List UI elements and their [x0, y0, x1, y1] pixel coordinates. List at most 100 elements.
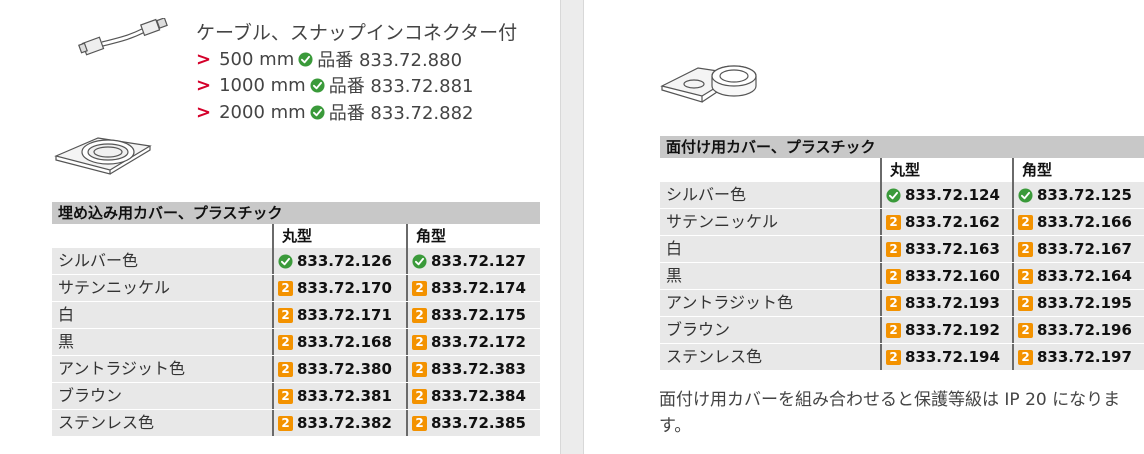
table-row: アントラジット色 2 833.72.193 2 833.72.195: [660, 290, 1144, 316]
table-row: シルバー色 833.72.124 833.72.125: [660, 182, 1144, 208]
part-square: 2 833.72.166: [1012, 209, 1144, 235]
part-number: 833.72.174: [431, 279, 526, 297]
surface-cover-image: [660, 65, 757, 103]
table-row: 白 2 833.72.163 2 833.72.167: [660, 236, 1144, 262]
delivery-2-icon: 2: [412, 388, 427, 404]
table-row: シルバー色 833.72.126 833.72.127: [52, 248, 540, 274]
finish-name: サテンニッケル: [58, 278, 171, 297]
cable-title: ケーブル、スナップインコネクター付: [196, 22, 518, 44]
delivery-2-icon: 2: [412, 361, 427, 377]
part-number: 833.72.195: [1037, 294, 1132, 312]
right-panel: 面付け用カバー、プラスチック 丸型 角型シルバー色 833.72.124 833.72.…: [583, 0, 1144, 454]
part-number: 833.72.197: [1037, 348, 1132, 366]
delivery-2-icon: 2: [1018, 214, 1033, 230]
part-number: 833.72.193: [905, 294, 1000, 312]
delivery-2-icon: 2: [886, 241, 901, 257]
finish-name: シルバー色: [58, 251, 139, 270]
table-row: 黒 2 833.72.168 2 833.72.172: [52, 329, 540, 355]
part-number: 833.72.160: [905, 267, 1000, 285]
part-square: 2 833.72.164: [1012, 263, 1144, 289]
header-round: 丸型: [880, 158, 1012, 182]
delivery-2-icon: 2: [886, 268, 901, 284]
table-row: ブラウン 2 833.72.381 2 833.72.384: [52, 383, 540, 409]
part-number: 833.72.124: [905, 186, 1000, 204]
table-row: サテンニッケル 2 833.72.170 2 833.72.174: [52, 275, 540, 301]
table-row: サテンニッケル 2 833.72.162 2 833.72.166: [660, 209, 1144, 235]
part-number: 833.72.171: [297, 306, 392, 324]
part-number: 833.72.381: [297, 387, 392, 405]
part-square: 2 833.72.195: [1012, 290, 1144, 316]
check-icon: [412, 253, 427, 269]
arrow-icon: >: [196, 48, 212, 70]
table-header: 丸型 角型: [660, 158, 1144, 182]
finish-name: アントラジット色: [666, 293, 794, 312]
part-number: 833.72.384: [431, 387, 526, 405]
table-row: ステンレス色 2 833.72.194 2 833.72.197: [660, 344, 1144, 370]
delivery-2-icon: 2: [1018, 241, 1033, 257]
check-icon: [278, 253, 293, 269]
check-icon: [310, 77, 325, 93]
panel-gap: [561, 0, 583, 454]
check-icon: [886, 187, 901, 203]
part-square: 2 833.72.175: [406, 302, 540, 328]
part-square: 2 833.72.172: [406, 329, 540, 355]
delivery-2-icon: 2: [886, 322, 901, 338]
part-square: 2 833.72.174: [406, 275, 540, 301]
cable-variant-row: >500 mm 品番 833.72.880: [196, 46, 462, 72]
part-round: 2 833.72.163: [880, 236, 1012, 262]
delivery-2-icon: 2: [1018, 268, 1033, 284]
delivery-2-icon: 2: [886, 349, 901, 365]
cable-length: 500 mm: [219, 48, 295, 70]
part-square: 2 833.72.384: [406, 383, 540, 409]
delivery-2-icon: 2: [278, 307, 293, 323]
finish-name: ブラウン: [58, 386, 123, 405]
delivery-2-icon: 2: [278, 334, 293, 350]
header-spacer: [660, 158, 880, 182]
finish-name: 黒: [666, 266, 683, 285]
finish-name: ブラウン: [666, 320, 731, 339]
part-round: 2 833.72.162: [880, 209, 1012, 235]
table-row: 白 2 833.72.171 2 833.72.175: [52, 302, 540, 328]
part-number: 833.72.162: [905, 213, 1000, 231]
part-round: 2 833.72.192: [880, 317, 1012, 343]
table-title: 面付け用カバー、プラスチック: [660, 136, 1144, 158]
cable-part-number: 品番 833.72.880: [317, 50, 463, 71]
delivery-2-icon: 2: [412, 334, 427, 350]
finish-name: シルバー色: [666, 185, 747, 204]
delivery-2-icon: 2: [278, 280, 293, 296]
part-number: 833.72.383: [431, 360, 526, 378]
table-title: 埋め込み用カバー、プラスチック: [52, 202, 540, 224]
part-number: 833.72.172: [431, 333, 526, 351]
part-number: 833.72.127: [431, 252, 526, 270]
cable-variant-row: >1000 mm 品番 833.72.881: [196, 72, 474, 98]
delivery-2-icon: 2: [886, 214, 901, 230]
part-number: 833.72.380: [297, 360, 392, 378]
finish-name: 白: [666, 239, 683, 258]
check-icon: [310, 104, 325, 120]
arrow-icon: >: [196, 101, 212, 123]
table-header: 丸型 角型: [52, 224, 540, 248]
header-round: 丸型: [272, 224, 406, 248]
delivery-2-icon: 2: [278, 415, 293, 431]
part-number: 833.72.192: [905, 321, 1000, 339]
cable-connector-image: [78, 18, 168, 56]
part-number: 833.72.196: [1037, 321, 1132, 339]
delivery-2-icon: 2: [412, 415, 427, 431]
ip-rating-note: 面付け用カバーを組み合わせると保護等級は IP 20 になります。: [659, 390, 1121, 436]
part-round: 2 833.72.168: [272, 329, 406, 355]
delivery-2-icon: 2: [278, 388, 293, 404]
cable-length: 1000 mm: [219, 74, 306, 96]
left-panel: ケーブル、スナップインコネクター付 >500 mm 品番 833.72.880 >1…: [0, 0, 561, 454]
part-round: 833.72.124: [880, 182, 1012, 208]
finish-name: ステンレス色: [58, 413, 155, 432]
cable-length: 2000 mm: [219, 101, 306, 123]
table-row: 黒 2 833.72.160 2 833.72.164: [660, 263, 1144, 289]
finish-name: サテンニッケル: [666, 212, 779, 231]
delivery-2-icon: 2: [1018, 295, 1033, 311]
check-icon: [1018, 187, 1033, 203]
part-number: 833.72.170: [297, 279, 392, 297]
delivery-2-icon: 2: [412, 280, 427, 296]
header-square: 角型: [1012, 158, 1144, 182]
surface-cover-table: 面付け用カバー、プラスチック 丸型 角型シルバー色 833.72.124 833.72.…: [660, 136, 1144, 371]
delivery-2-icon: 2: [278, 361, 293, 377]
